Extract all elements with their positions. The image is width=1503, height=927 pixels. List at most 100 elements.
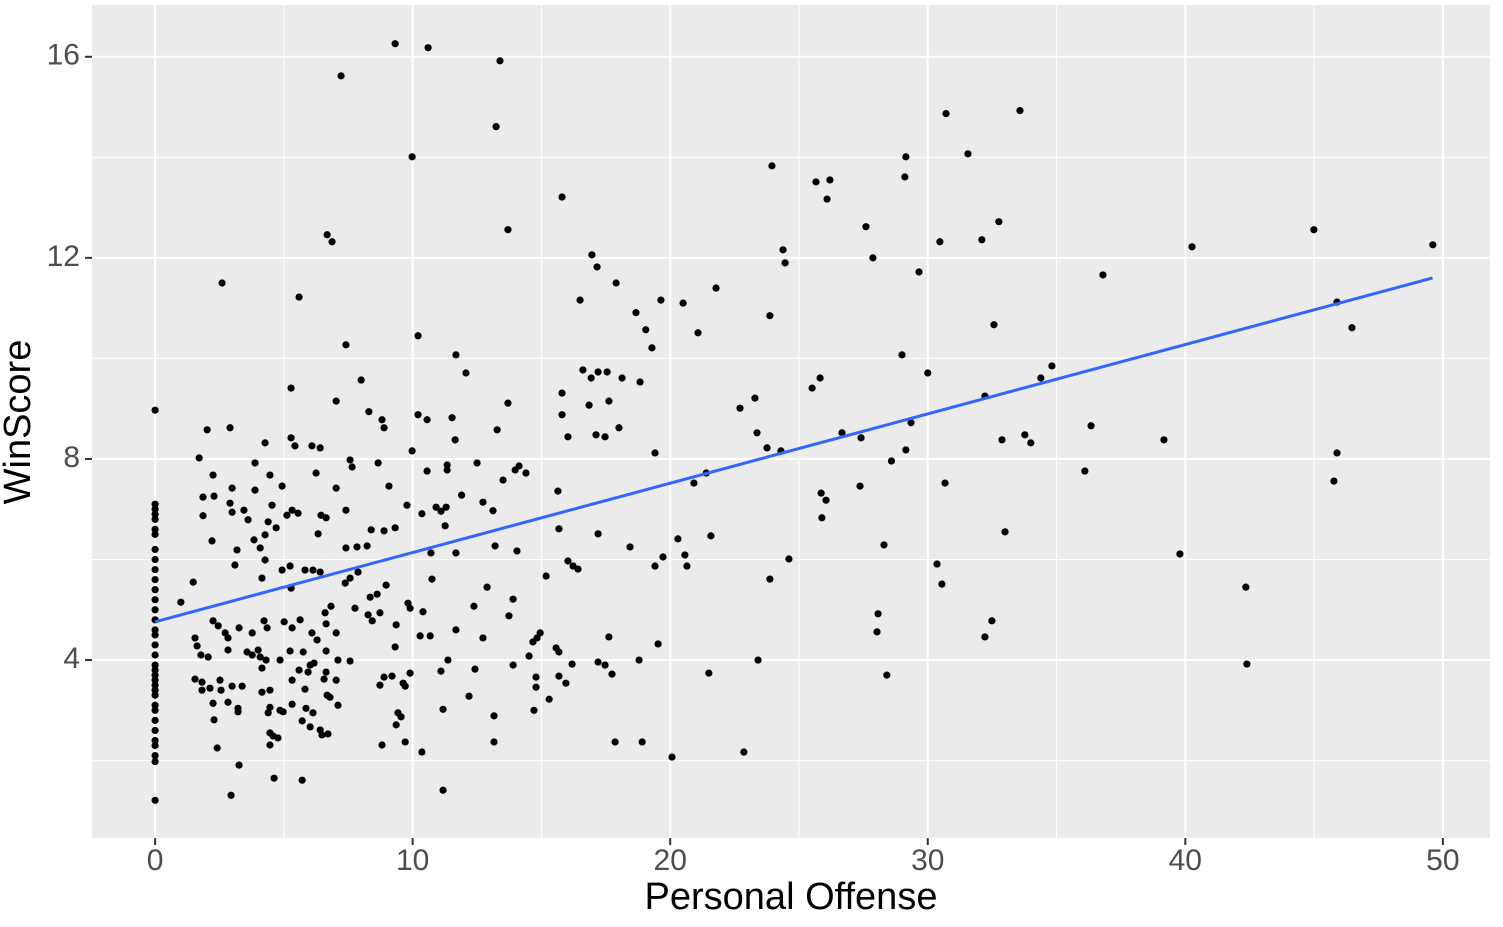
point <box>233 546 241 554</box>
point <box>626 543 634 551</box>
point <box>204 653 212 661</box>
point <box>263 624 271 632</box>
point <box>302 704 310 712</box>
point <box>268 501 276 509</box>
point <box>151 716 159 724</box>
point <box>942 109 950 118</box>
point <box>295 293 303 301</box>
point <box>452 626 460 634</box>
point <box>318 731 326 739</box>
point <box>766 575 774 583</box>
point <box>332 676 340 684</box>
x-tick-label: 0 <box>147 844 164 877</box>
point <box>471 665 479 673</box>
point <box>465 692 473 700</box>
point <box>1099 271 1107 279</box>
point <box>287 434 295 442</box>
point <box>151 515 159 523</box>
point <box>874 610 882 618</box>
point <box>568 660 576 668</box>
point <box>213 744 221 752</box>
point <box>601 433 609 441</box>
point <box>1330 477 1338 485</box>
point <box>368 617 376 625</box>
point <box>754 656 762 664</box>
axes: 4 8 12 16 0 10 20 30 40 50 <box>47 39 1460 877</box>
point <box>558 193 566 201</box>
y-tick-label: 16 <box>47 39 80 72</box>
point <box>414 411 422 419</box>
point <box>332 397 340 405</box>
point <box>151 606 159 614</box>
point <box>601 661 609 669</box>
x-tick-label: 50 <box>1426 844 1459 877</box>
point <box>579 366 587 374</box>
point <box>332 484 340 492</box>
point <box>278 566 286 574</box>
point <box>228 682 236 690</box>
point <box>612 279 620 287</box>
point <box>224 646 232 654</box>
point <box>258 664 266 672</box>
x-tick-label: 20 <box>654 844 687 877</box>
point <box>342 341 350 349</box>
point <box>490 712 498 720</box>
point <box>327 602 335 610</box>
point <box>587 374 595 382</box>
point <box>151 726 159 735</box>
point <box>258 574 266 582</box>
point <box>1027 439 1035 447</box>
point <box>380 527 388 535</box>
point <box>654 640 662 648</box>
point <box>189 578 197 586</box>
point <box>558 389 566 397</box>
point <box>258 688 266 696</box>
plot-panel <box>92 5 1490 838</box>
point <box>240 506 248 514</box>
point <box>555 648 563 656</box>
point <box>278 482 286 490</box>
point <box>594 368 602 376</box>
point <box>151 666 159 674</box>
point <box>588 251 596 259</box>
point <box>313 636 321 644</box>
point <box>838 429 846 437</box>
point <box>266 471 274 479</box>
y-axis-title: WinScore <box>0 340 39 505</box>
point <box>489 507 497 515</box>
point <box>1348 324 1356 332</box>
point <box>439 786 447 794</box>
point <box>151 676 159 684</box>
point <box>312 469 320 477</box>
point <box>1333 449 1341 457</box>
point <box>151 706 159 714</box>
point <box>392 721 400 729</box>
point <box>264 709 272 717</box>
point <box>558 411 566 419</box>
point <box>151 796 159 804</box>
x-tick-label: 10 <box>396 844 429 877</box>
point <box>151 406 159 414</box>
point <box>416 632 424 640</box>
point <box>594 530 602 538</box>
point <box>499 476 507 484</box>
point <box>254 646 262 654</box>
point <box>266 686 274 694</box>
point <box>357 376 365 384</box>
point <box>291 442 299 450</box>
point <box>316 444 324 452</box>
point <box>320 675 328 683</box>
point <box>373 590 381 598</box>
point <box>376 609 384 617</box>
point <box>151 736 159 745</box>
point <box>423 467 431 475</box>
point <box>295 666 303 674</box>
point <box>294 509 302 517</box>
point <box>301 566 309 574</box>
point <box>224 698 232 706</box>
point <box>224 634 232 642</box>
point <box>444 656 452 664</box>
point <box>324 730 332 738</box>
point <box>288 700 296 708</box>
point <box>367 526 375 534</box>
